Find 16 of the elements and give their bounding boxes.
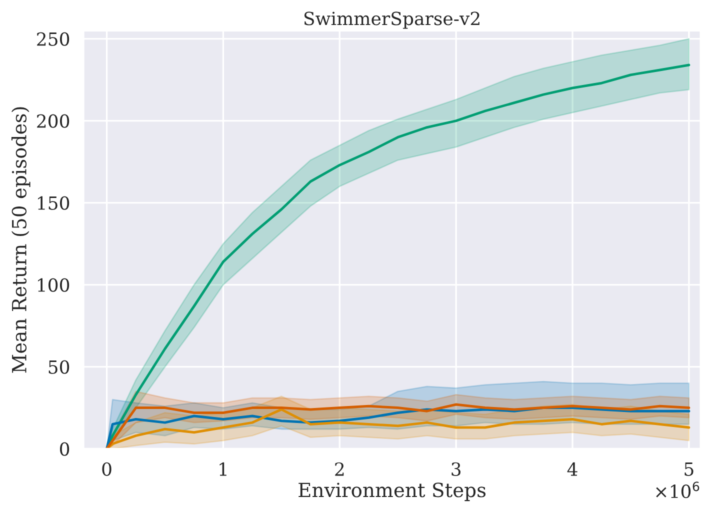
chart-title: SwimmerSparse-v2	[304, 12, 480, 29]
y-tick-label: 0	[60, 442, 70, 456]
y-tick-label: 200	[37, 114, 70, 128]
x-tick-label: 1	[220, 462, 226, 476]
x-tick-label: 0	[102, 462, 112, 476]
x-tick-label: 4	[567, 462, 578, 476]
y-axis-title: Mean Return (50 episodes)	[11, 107, 30, 373]
y-tick-label: 100	[38, 278, 70, 292]
x-tick-label: 3	[452, 462, 460, 476]
x-axis-title: Environment Steps	[298, 482, 486, 502]
y-tick-label: 150	[38, 196, 70, 210]
y-tick-label: 50	[48, 360, 70, 374]
x-tick-label: 5	[684, 462, 694, 476]
text: ×10$^{6}$	[656, 482, 700, 498]
x-tick-label: 2	[335, 462, 344, 476]
y-tick-label: 250	[37, 32, 70, 46]
